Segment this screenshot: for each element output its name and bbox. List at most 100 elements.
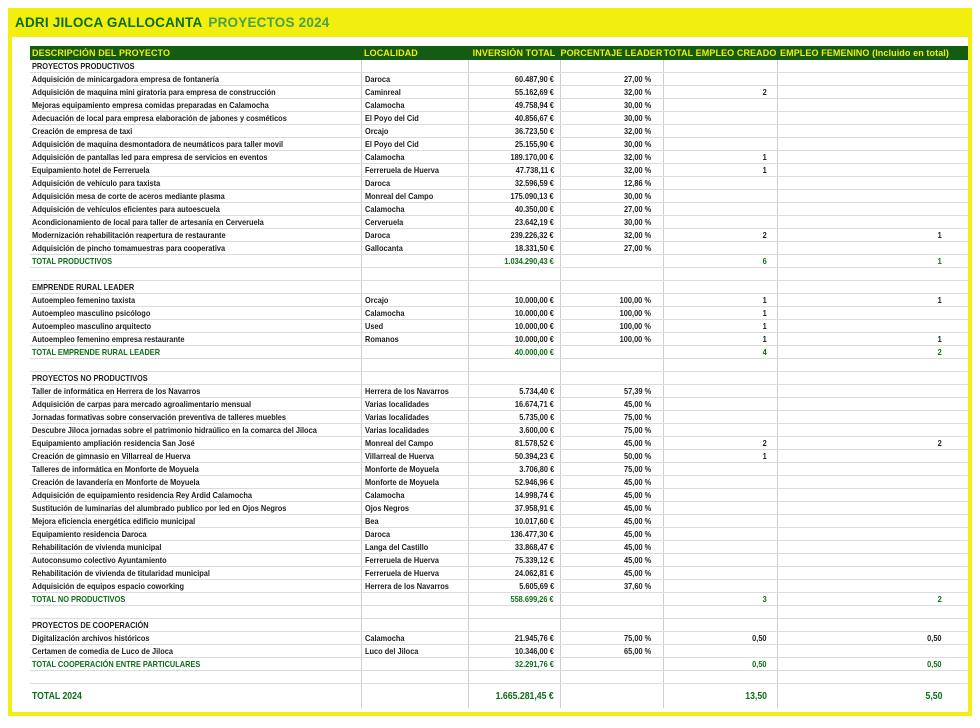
section-header-row: EMPRENDE RURAL LEADER	[30, 281, 968, 294]
cell-emp: 0,50	[663, 632, 777, 644]
cell-loc: Herrera de los Navarros	[361, 580, 468, 592]
cell-fem	[777, 190, 968, 202]
table-row: Adquisición de equipamiento residencia R…	[30, 489, 968, 502]
cell-fem: 0,50	[777, 658, 968, 670]
table-row: Mejoras equipamiento empresa comidas pre…	[30, 99, 968, 112]
cell-fem	[777, 554, 968, 566]
cell-inv	[468, 60, 560, 72]
table-row: Adquisición de maquina desmontadora de n…	[30, 138, 968, 151]
cell-emp: 1	[663, 307, 777, 319]
cell-desc: TOTAL NO PRODUCTIVOS	[32, 594, 126, 604]
cell-loc: El Poyo del Cid	[361, 138, 468, 150]
cell-emp: 4	[663, 346, 777, 358]
cell-loc	[361, 671, 468, 683]
document-frame: ADRI JILOCA GALLOCANTA PROYECTOS 2024 DE…	[8, 8, 972, 716]
cell-loc: Daroca	[361, 229, 468, 241]
cell-desc: Modernización rehabilitación reapertura …	[32, 230, 226, 240]
cell-inv: 10.346,00 €	[468, 645, 560, 657]
cell-pct: 45,00 %	[560, 515, 663, 527]
cell-emp	[663, 203, 777, 215]
cell-pct	[560, 619, 663, 631]
cell-loc: Orcajo	[361, 294, 468, 306]
table-row: Adquisición de carpas para mercado agroa…	[30, 398, 968, 411]
spacer-row	[30, 671, 968, 684]
cell-loc: Caminreal	[361, 86, 468, 98]
cell-pct: 45,00 %	[560, 398, 663, 410]
cell-pct	[560, 671, 663, 683]
cell-desc	[30, 671, 361, 683]
cell-loc	[361, 255, 468, 267]
cell-inv: 81.578,52 €	[468, 437, 560, 449]
cell-pct: 50,00 %	[560, 450, 663, 462]
section-total-row: TOTAL PRODUCTIVOS 1.034.290,43 € 6 1	[30, 255, 968, 268]
cell-loc: Cerveruela	[361, 216, 468, 228]
column-header-inversion: INVERSIÓN TOTAL	[472, 48, 556, 58]
cell-loc: Varias localidades	[361, 411, 468, 423]
cell-fem: 1	[777, 255, 968, 267]
cell-inv: 47.738,11 €	[468, 164, 560, 176]
table-row: Taller de informática en Herrera de los …	[30, 385, 968, 398]
cell-pct: 75,00 %	[560, 411, 663, 423]
column-header-porcentaje: PORCENTAJE LEADER	[560, 48, 663, 58]
cell-loc: Varias localidades	[361, 398, 468, 410]
cell-inv: 239.226,32 €	[468, 229, 560, 241]
table-row: Adquisición de maquina mini giratoria pa…	[30, 86, 968, 99]
cell-loc: Orcajo	[361, 125, 468, 137]
cell-emp	[663, 60, 777, 72]
cell-desc: Digitalización archivos históricos	[32, 633, 150, 643]
cell-emp	[663, 671, 777, 683]
cell-inv: 75.339,12 €	[468, 554, 560, 566]
cell-emp: 0,50	[663, 658, 777, 670]
table-row: Talleres de informática en Monforte de M…	[30, 463, 968, 476]
cell-desc: Certamen de comedia de Luco de Jiloca	[32, 646, 173, 656]
cell-pct: 45,00 %	[560, 567, 663, 579]
table-row: Adquisición mesa de corte de aceros medi…	[30, 190, 968, 203]
cell-loc: Langa del Castillo	[361, 541, 468, 553]
cell-emp	[663, 242, 777, 254]
cell-pct: 32,00 %	[560, 164, 663, 176]
cell-pct: 32,00 %	[560, 151, 663, 163]
cell-inv: 32.596,59 €	[468, 177, 560, 189]
cell-loc: Calamocha	[361, 307, 468, 319]
cell-inv: 10.000,00 €	[468, 333, 560, 345]
cell-fem	[777, 138, 968, 150]
cell-fem	[777, 450, 968, 462]
cell-fem	[777, 73, 968, 85]
cell-inv: 24.062,81 €	[468, 567, 560, 579]
cell-emp: 1	[663, 320, 777, 332]
cell-emp	[663, 268, 777, 280]
cell-loc	[361, 281, 468, 293]
table-row: Adquisición de minicargadora empresa de …	[30, 73, 968, 86]
cell-inv: 5.605,69 €	[468, 580, 560, 592]
cell-loc: Calamocha	[361, 489, 468, 501]
cell-pct: 75,00 %	[560, 463, 663, 475]
table-header-row: DESCRIPCIÓN DEL PROYECTO LOCALIDAD INVER…	[30, 46, 968, 60]
cell-fem: 1	[777, 333, 968, 345]
cell-pct	[560, 60, 663, 72]
table-row: Digitalización archivos históricos Calamo…	[30, 632, 968, 645]
cell-loc: Bea	[361, 515, 468, 527]
cell-desc: Autoempleo femenino taxista	[32, 295, 136, 305]
cell-pct: 30,00 %	[560, 99, 663, 111]
cell-emp: 6	[663, 255, 777, 267]
spacer-row	[30, 606, 968, 619]
cell-desc: Jornadas formativas sobre conservación p…	[32, 412, 287, 422]
cell-desc: Autoempleo femenino empresa restaurante	[32, 334, 185, 344]
table-row: Equipamiento hotel de Ferreruela Ferrerue…	[30, 164, 968, 177]
cell-desc: PROYECTOS PRODUCTIVOS	[32, 61, 135, 71]
cell-inv: 1.665.281,45 €	[468, 684, 560, 708]
page-title-year: PROYECTOS 2024	[208, 15, 330, 30]
cell-loc: Herrera de los Navarros	[361, 385, 468, 397]
cell-loc: Ferreruela de Huerva	[361, 554, 468, 566]
cell-pct: 45,00 %	[560, 476, 663, 488]
cell-emp	[663, 580, 777, 592]
cell-desc: Adquisición de vehículo para taxista	[32, 178, 161, 188]
cell-pct: 100,00 %	[560, 320, 663, 332]
cell-pct	[560, 346, 663, 358]
cell-fem: 2	[777, 437, 968, 449]
cell-emp	[663, 619, 777, 631]
cell-pct: 12,86 %	[560, 177, 663, 189]
cell-loc: Monreal del Campo	[361, 190, 468, 202]
cell-inv	[468, 281, 560, 293]
cell-fem	[777, 60, 968, 72]
